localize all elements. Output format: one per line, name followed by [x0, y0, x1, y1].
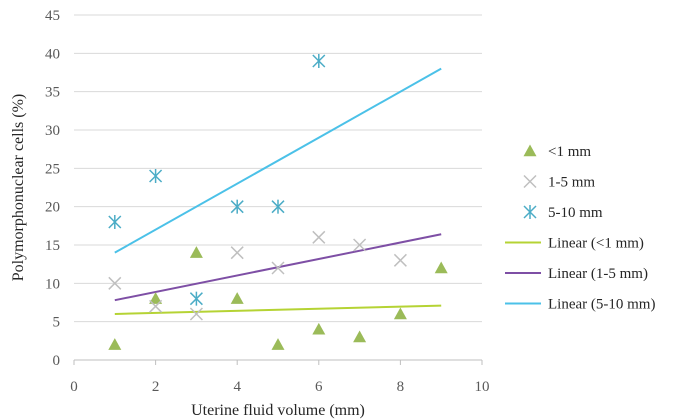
- x-tick-label: 4: [233, 379, 241, 395]
- y-tick-label: 20: [45, 200, 60, 216]
- x-tick-label: 6: [315, 379, 323, 395]
- y-axis-title: Polymorphonuclear cells (%): [10, 94, 27, 282]
- trendline: [114, 304, 442, 315]
- data-point: [393, 307, 407, 320]
- data-point: [312, 230, 326, 244]
- y-tick-label: 45: [45, 8, 60, 24]
- legend: <1 mm 1-5 mm 5-10 mm Linear (<1 mm) Linear (…: [505, 144, 655, 313]
- x-tick-label: 2: [152, 379, 160, 395]
- y-tick-label: 35: [45, 85, 60, 101]
- data-points: [108, 54, 448, 350]
- data-point: [149, 169, 163, 183]
- data-point: [230, 292, 244, 304]
- data-point: [353, 238, 367, 252]
- legend-label: Linear (1-5 mm): [548, 266, 648, 282]
- trendlines: [114, 67, 442, 315]
- data-point: [312, 54, 326, 68]
- data-point: [149, 292, 163, 304]
- data-point: [271, 199, 285, 214]
- data-point: [108, 276, 122, 290]
- data-point: [393, 253, 407, 267]
- data-point: [189, 246, 203, 258]
- data-point: [230, 199, 244, 214]
- gridlines: [74, 14, 482, 323]
- x-tick-label: 10: [475, 379, 490, 395]
- data-point: [230, 246, 244, 260]
- legend-label: Linear (<1 mm): [548, 236, 644, 252]
- y-tick-label: 25: [45, 161, 60, 177]
- y-tick-label: 40: [45, 46, 60, 62]
- legend-label: <1 mm: [548, 144, 591, 160]
- legend-marker: [523, 205, 537, 219]
- data-point: [189, 307, 203, 321]
- data-point: [108, 338, 122, 350]
- x-axis-title: Uterine fluid volume (mm): [191, 402, 365, 419]
- y-tick-labels: 0 5 10 15 20 25 30 35 40 45: [45, 8, 60, 369]
- data-point: [271, 338, 285, 350]
- x-tick-labels: 0 2 4 6 8 10: [70, 379, 489, 395]
- trendline: [114, 67, 442, 254]
- y-tick-label: 5: [53, 315, 61, 331]
- data-point: [312, 322, 326, 335]
- data-point: [108, 215, 122, 229]
- data-point: [149, 299, 163, 313]
- legend-label: Linear (5-10 mm): [548, 297, 655, 313]
- axes: [73, 359, 483, 365]
- x-tick-label: 0: [70, 379, 78, 395]
- y-tick-label: 0: [53, 353, 61, 369]
- data-point: [189, 291, 203, 306]
- legend-label: 1-5 mm: [548, 175, 595, 191]
- y-tick-label: 10: [45, 276, 60, 292]
- data-point: [353, 330, 367, 343]
- legend-label: 5-10 mm: [548, 205, 603, 221]
- x-tick-label: 8: [397, 379, 405, 395]
- legend-marker: [523, 174, 537, 189]
- legend-marker: [523, 144, 537, 157]
- y-tick-label: 15: [45, 238, 60, 254]
- y-tick-label: 30: [45, 123, 60, 139]
- data-point: [271, 261, 285, 275]
- data-point: [434, 261, 448, 274]
